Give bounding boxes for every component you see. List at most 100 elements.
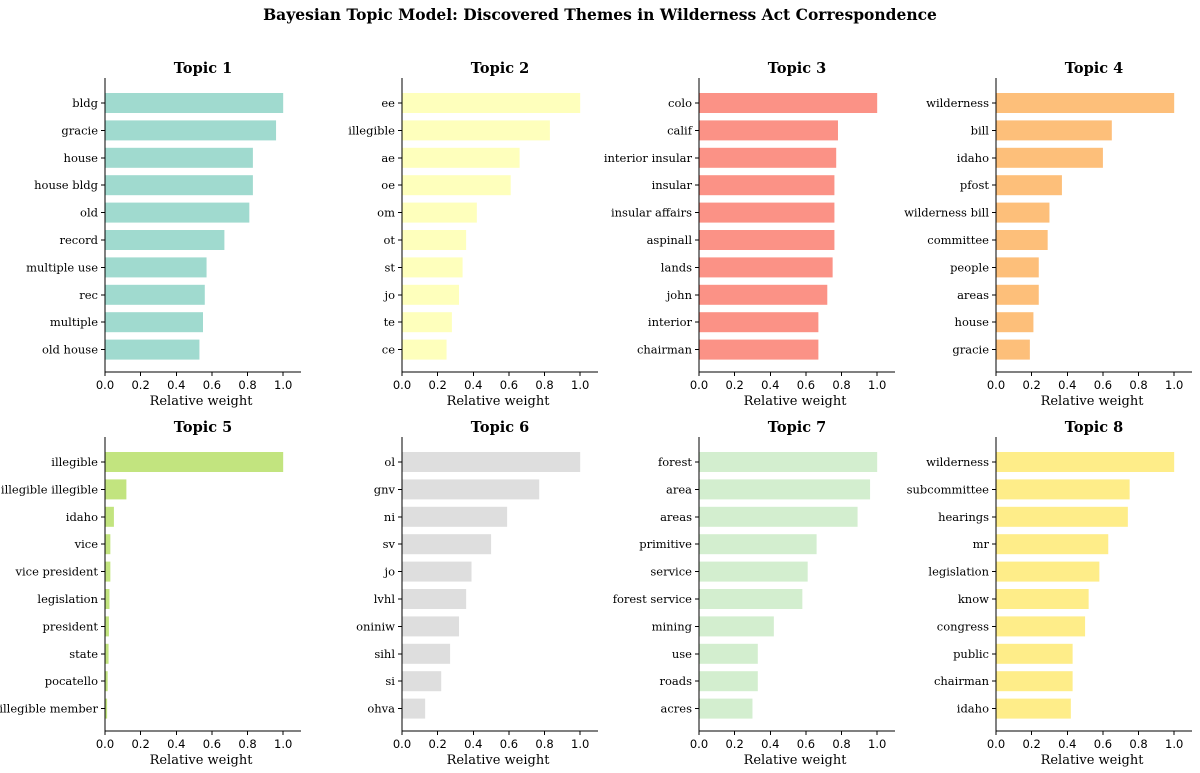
y-tick-label: lvhl: [374, 592, 396, 606]
y-tick-label: areas: [660, 510, 692, 524]
y-tick-label: interior: [648, 315, 693, 329]
y-tick-label: lands: [661, 260, 692, 274]
bar-1: [996, 452, 1175, 472]
x-tick-label: 0.8: [535, 378, 553, 392]
x-tick-label: 0.6: [797, 378, 815, 392]
topic-4-panel: Topic 4 wilderness bill idaho pfost wildernes…: [904, 60, 1192, 409]
bar-3: [996, 147, 1103, 168]
x-tick-label: 0.4: [1058, 737, 1076, 751]
bar-8: [105, 643, 109, 664]
panel-title: Topic 7: [768, 419, 826, 436]
bar-2: [996, 120, 1112, 141]
x-tick-label: 0.8: [238, 737, 256, 751]
bar-8: [105, 284, 205, 305]
bar-3: [699, 147, 837, 168]
y-tick-label: te: [384, 315, 396, 329]
bar-4: [105, 175, 253, 196]
bar-5: [996, 561, 1100, 582]
x-tick-label: 0.6: [1094, 737, 1112, 751]
y-tick-label: illegible: [51, 455, 98, 469]
topic-panels: Topic 1 bldg gracie house house bldg old recor…: [0, 60, 1192, 768]
y-tick-label: multiple use: [26, 260, 98, 274]
panel-title: Topic 8: [1065, 419, 1123, 436]
y-tick-label: ee: [381, 96, 395, 110]
bar-1: [402, 93, 581, 113]
bar-9: [996, 671, 1073, 692]
x-tick-label: 0.8: [535, 737, 553, 751]
bar-7: [105, 257, 207, 278]
bar-2: [996, 479, 1130, 500]
y-tick-label: primitive: [639, 537, 692, 551]
bar-5: [996, 202, 1050, 223]
y-tick-label: ae: [381, 151, 395, 165]
x-tick-label: 0.4: [464, 378, 482, 392]
y-tick-label: areas: [957, 288, 989, 302]
y-tick-label: subcommittee: [907, 482, 990, 496]
x-tick-label: 0.0: [690, 737, 708, 751]
y-tick-label: committee: [927, 233, 989, 247]
x-tick-label: 0.4: [761, 378, 779, 392]
x-axis-label: Relative weight: [1041, 753, 1145, 768]
y-tick-label: colo: [668, 96, 692, 110]
y-tick-label: insular: [652, 178, 693, 192]
bar-1: [699, 93, 878, 113]
y-tick-label: forest service: [613, 592, 692, 606]
bar-7: [402, 257, 463, 278]
x-tick-label: 1.0: [571, 737, 589, 751]
y-tick-label: people: [950, 260, 989, 274]
bar-1: [699, 452, 878, 472]
y-tick-label: record: [59, 233, 98, 247]
y-tick-label: pfost: [960, 178, 989, 192]
bar-2: [105, 120, 277, 141]
y-tick-label: house: [955, 315, 990, 329]
topic-3-panel: Topic 3 colo calif interior insular insular i…: [604, 60, 895, 409]
y-tick-label: ce: [382, 343, 395, 357]
bar-1: [105, 452, 284, 472]
bar-9: [402, 671, 442, 692]
y-tick-label: president: [43, 619, 99, 633]
bar-5: [699, 202, 835, 223]
topic-1-panel: Topic 1 bldg gracie house house bldg old recor…: [26, 60, 301, 409]
x-tick-label: 0.4: [761, 737, 779, 751]
bar-4: [996, 175, 1062, 196]
y-tick-label: chairman: [934, 674, 990, 688]
x-tick-label: 0.0: [96, 378, 114, 392]
y-tick-label: mining: [652, 619, 693, 633]
y-tick-label: old house: [42, 343, 98, 357]
x-tick-label: 0.0: [96, 737, 114, 751]
x-tick-label: 0.0: [987, 378, 1005, 392]
y-tick-label: bill: [971, 123, 990, 137]
x-tick-label: 0.8: [1129, 378, 1147, 392]
x-tick-label: 0.2: [131, 737, 149, 751]
x-tick-label: 1.0: [274, 378, 292, 392]
x-tick-label: 1.0: [1165, 737, 1183, 751]
x-tick-label: 0.6: [500, 737, 518, 751]
bar-7: [699, 257, 833, 278]
x-tick-label: 0.6: [797, 737, 815, 751]
bar-10: [699, 339, 819, 360]
bar-2: [402, 120, 550, 141]
bar-6: [699, 589, 803, 609]
y-tick-label: hearings: [938, 510, 989, 524]
y-tick-label: ot: [383, 233, 395, 247]
y-tick-label: ohva: [367, 702, 395, 716]
y-tick-label: john: [665, 288, 693, 302]
x-tick-label: 0.2: [1022, 737, 1040, 751]
x-tick-label: 0.2: [428, 378, 446, 392]
bar-8: [699, 643, 758, 664]
y-tick-label: jo: [383, 288, 396, 302]
bar-5: [402, 202, 477, 223]
bar-10: [105, 698, 108, 719]
bar-3: [699, 506, 858, 527]
x-tick-label: 0.2: [1022, 378, 1040, 392]
bar-5: [105, 561, 111, 582]
y-tick-label: multiple: [50, 315, 98, 329]
y-tick-label: roads: [659, 674, 692, 688]
bar-3: [105, 147, 253, 168]
bar-4: [699, 175, 835, 196]
bar-4: [402, 175, 511, 196]
bar-8: [996, 643, 1073, 664]
bar-10: [402, 698, 426, 719]
y-tick-label: gnv: [374, 482, 396, 496]
y-tick-label: idaho: [957, 702, 989, 716]
